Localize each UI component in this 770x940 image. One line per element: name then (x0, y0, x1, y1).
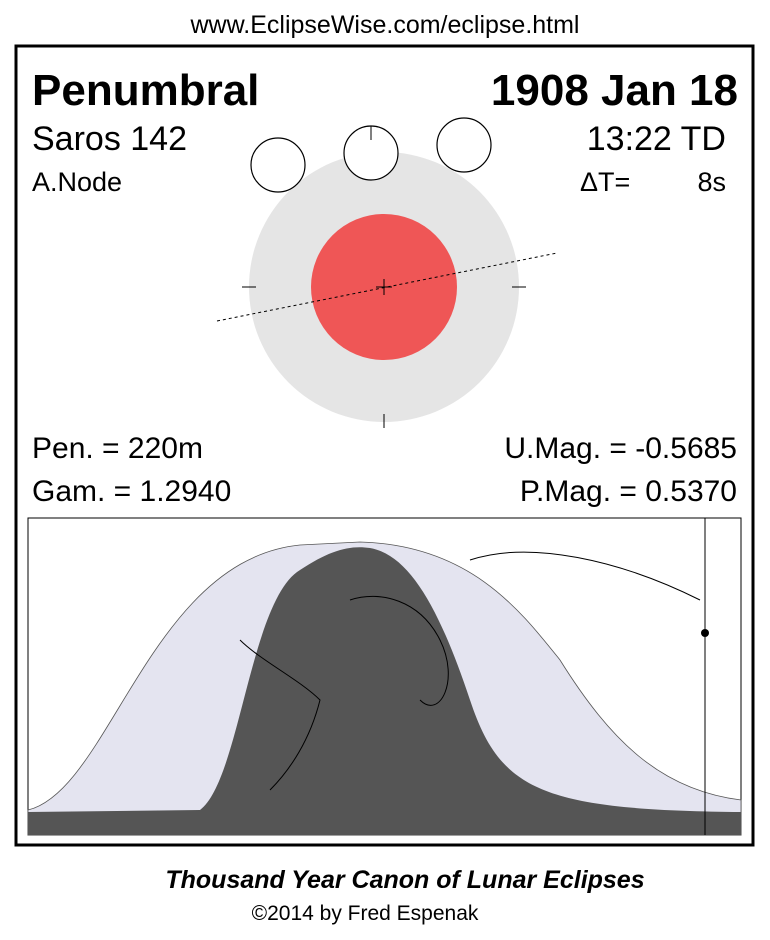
moon (436, 117, 492, 173)
umbral-magnitude: U.Mag. = -0.5685 (504, 432, 737, 465)
footer-credit: ©2014 by Fred Espenak (252, 902, 479, 925)
saros: Saros 142 (32, 120, 187, 158)
delta-t-value: 8s (697, 167, 726, 197)
moon-path (216, 252, 558, 322)
time: 13:22 TD (587, 120, 726, 158)
node: A.Node (32, 167, 122, 197)
zenith-point (701, 629, 709, 637)
gamma: Gam. = 1.2940 (32, 475, 231, 508)
delta-t-label: ΔT= (580, 167, 630, 197)
eclipse-date: 1908 Jan 18 (491, 66, 738, 115)
footer-title: Thousand Year Canon of Lunar Eclipses (165, 866, 644, 894)
visibility-map (27, 517, 742, 836)
pen-duration: Pen. = 220m (32, 432, 203, 465)
url: www.EclipseWise.com/eclipse.html (190, 11, 580, 39)
shadow-diagram (216, 117, 558, 428)
eclipse-type: Penumbral (32, 66, 259, 115)
frame (14, 44, 755, 847)
coastline (239, 551, 701, 791)
moon (250, 137, 306, 193)
penumbral-magnitude: P.Mag. = 0.5370 (520, 475, 737, 508)
umbral-visibility-zone (28, 547, 741, 835)
